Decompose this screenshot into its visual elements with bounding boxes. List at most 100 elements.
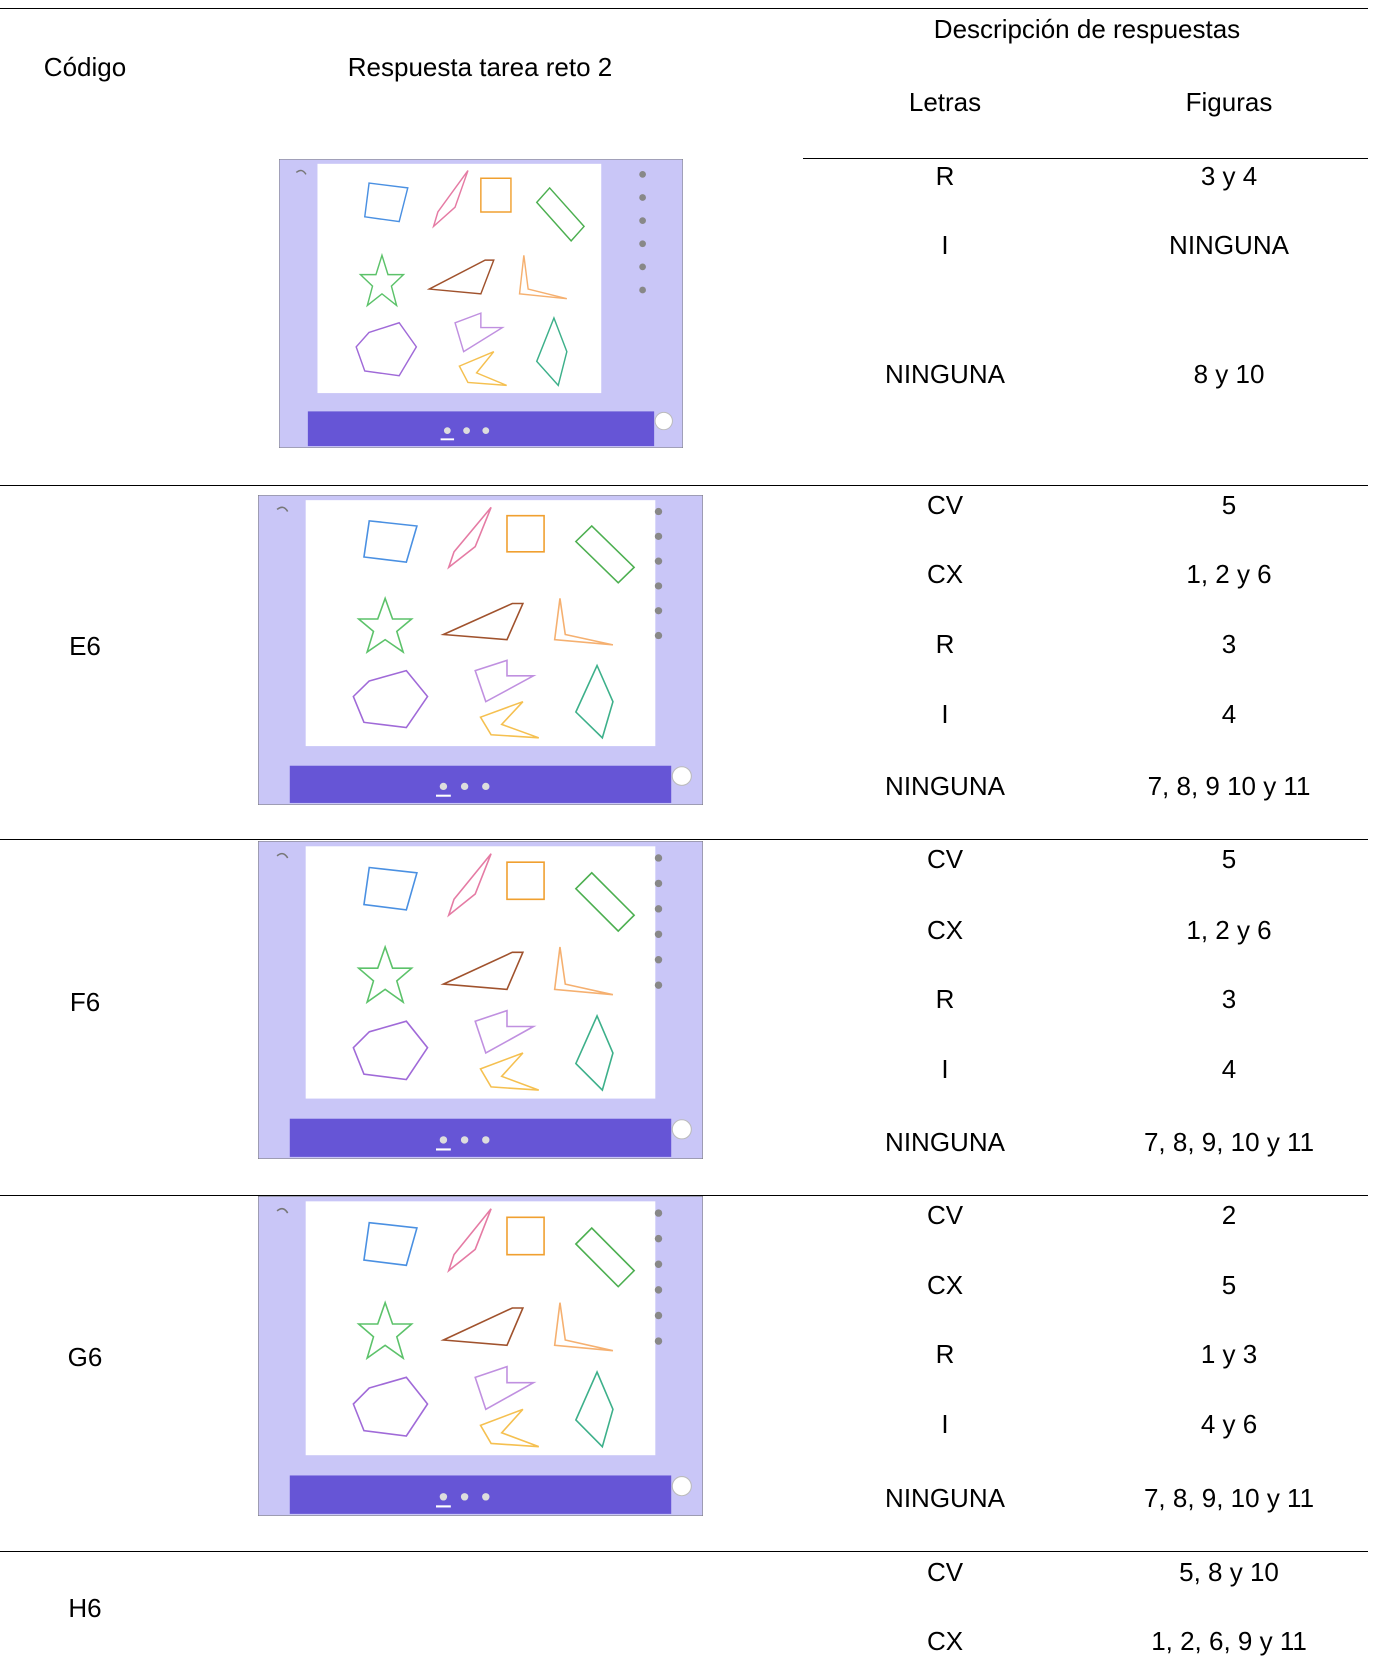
bottom-bar bbox=[308, 411, 654, 446]
bar-icon bbox=[440, 783, 447, 790]
header-code: Código bbox=[44, 54, 126, 80]
bottom-bar bbox=[290, 1119, 671, 1157]
figures-cell: 3 y 4 bbox=[1201, 163, 1257, 189]
bar-icon bbox=[444, 427, 451, 434]
letters-cell: CV bbox=[927, 846, 963, 872]
expand-button bbox=[672, 767, 691, 786]
bar-icon bbox=[482, 1493, 489, 1500]
figures-cell: 4 bbox=[1222, 701, 1236, 727]
letters-cell: CX bbox=[927, 561, 963, 587]
letters-cell: NINGUNA bbox=[885, 361, 1005, 387]
figures-cell: 5 bbox=[1222, 492, 1236, 518]
header-description: Descripción de respuestas bbox=[934, 16, 1240, 42]
letters-cell: CX bbox=[927, 1272, 963, 1298]
letters-cell: R bbox=[936, 163, 955, 189]
figures-cell: 7, 8, 9, 10 y 11 bbox=[1144, 1485, 1314, 1511]
bar-icon bbox=[440, 1493, 447, 1500]
expand-button bbox=[672, 1120, 691, 1139]
figures-cell: 5 bbox=[1222, 846, 1236, 872]
expand-button bbox=[672, 1477, 691, 1496]
letters-cell: R bbox=[936, 631, 955, 657]
tool-icon bbox=[639, 217, 646, 224]
expand-button bbox=[655, 412, 672, 429]
tool-icon bbox=[655, 508, 662, 515]
bar-icon bbox=[482, 783, 489, 790]
figures-cell: 1 y 3 bbox=[1201, 1341, 1257, 1367]
tool-icon bbox=[655, 854, 662, 861]
tool-icon bbox=[639, 240, 646, 247]
letters-cell: I bbox=[941, 1411, 948, 1437]
tool-icon bbox=[655, 931, 662, 938]
tool-icon bbox=[655, 1209, 662, 1216]
bar-icon bbox=[461, 783, 468, 790]
tool-icon bbox=[655, 1261, 662, 1268]
bar-icon bbox=[461, 1136, 468, 1143]
letters-cell: CX bbox=[927, 1628, 963, 1654]
figures-cell: NINGUNA bbox=[1169, 232, 1289, 258]
tool-icon bbox=[639, 171, 646, 178]
letters-cell: I bbox=[941, 701, 948, 727]
bar-icon bbox=[440, 1136, 447, 1143]
figures-cell: 1, 2, 6, 9 y 11 bbox=[1151, 1628, 1307, 1654]
row-rule bbox=[0, 1551, 1368, 1552]
tool-icon bbox=[655, 1286, 662, 1293]
whiteboard-screenshot bbox=[279, 159, 683, 448]
tool-icon bbox=[655, 1235, 662, 1242]
header-letters: Letras bbox=[909, 89, 981, 115]
tool-icon bbox=[655, 1312, 662, 1319]
figures-cell: 7, 8, 9, 10 y 11 bbox=[1144, 1129, 1314, 1155]
letters-cell: CV bbox=[927, 1559, 963, 1585]
row-rule bbox=[0, 839, 1368, 840]
figures-cell: 4 bbox=[1222, 1056, 1236, 1082]
tool-icon bbox=[655, 956, 662, 963]
row-code: H6 bbox=[68, 1595, 101, 1621]
tool-icon bbox=[639, 194, 646, 201]
tool-icon bbox=[655, 1337, 662, 1344]
bar-icon bbox=[482, 1136, 489, 1143]
letters-cell: I bbox=[941, 232, 948, 258]
figures-cell: 2 bbox=[1222, 1202, 1236, 1228]
figures-cell: 7, 8, 9 10 y 11 bbox=[1148, 773, 1311, 799]
page: {"header": {"code": "Código", "response"… bbox=[0, 0, 1379, 1661]
whiteboard-screenshot bbox=[258, 1196, 703, 1516]
letters-cell: NINGUNA bbox=[885, 1129, 1005, 1155]
tool-icon bbox=[639, 287, 646, 294]
figures-cell: 5 bbox=[1222, 1272, 1236, 1298]
row-code: F6 bbox=[70, 989, 100, 1015]
tool-icon bbox=[655, 582, 662, 589]
tool-icon bbox=[655, 607, 662, 614]
letters-cell: CV bbox=[927, 492, 963, 518]
figures-cell: 1, 2 y 6 bbox=[1186, 917, 1271, 943]
header-rule bbox=[803, 158, 1368, 159]
figures-cell: 5, 8 y 10 bbox=[1179, 1559, 1279, 1585]
bottom-bar bbox=[290, 1475, 671, 1513]
letters-cell: CV bbox=[927, 1202, 963, 1228]
tool-icon bbox=[639, 264, 646, 271]
tool-icon bbox=[655, 533, 662, 540]
header-figures: Figuras bbox=[1186, 89, 1273, 115]
letters-cell: CX bbox=[927, 917, 963, 943]
tool-icon bbox=[655, 558, 662, 565]
letters-cell: R bbox=[936, 986, 955, 1012]
row-code: G6 bbox=[68, 1344, 103, 1370]
bottom-bar bbox=[290, 766, 671, 803]
tool-icon bbox=[655, 632, 662, 639]
whiteboard-screenshot bbox=[258, 495, 703, 805]
tool-icon bbox=[655, 880, 662, 887]
header-response: Respuesta tarea reto 2 bbox=[348, 54, 613, 80]
figures-cell: 3 bbox=[1222, 631, 1236, 657]
tool-icon bbox=[655, 905, 662, 912]
whiteboard-screenshot bbox=[258, 841, 703, 1159]
letters-cell: NINGUNA bbox=[885, 1485, 1005, 1511]
table-top-rule bbox=[0, 8, 1368, 9]
row-code: E6 bbox=[69, 633, 101, 659]
letters-cell: R bbox=[936, 1341, 955, 1367]
figures-cell: 1, 2 y 6 bbox=[1186, 561, 1271, 587]
figures-cell: 8 y 10 bbox=[1194, 361, 1265, 387]
bar-icon bbox=[482, 427, 489, 434]
row-rule bbox=[0, 485, 1368, 486]
figures-cell: 3 bbox=[1222, 986, 1236, 1012]
letters-cell: I bbox=[941, 1056, 948, 1082]
letters-cell: NINGUNA bbox=[885, 773, 1005, 799]
tool-icon bbox=[655, 981, 662, 988]
